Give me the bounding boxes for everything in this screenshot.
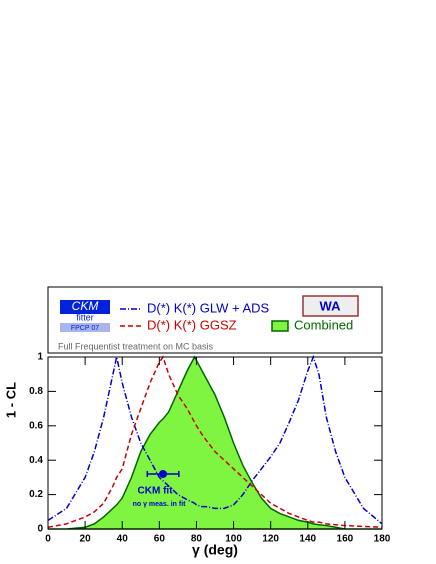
logo-title: CKM	[72, 299, 99, 313]
subtitle: Full Frequentist treatment on MC basis	[58, 341, 214, 351]
badge: WA	[320, 298, 342, 313]
logo-bottom	[60, 323, 110, 332]
area	[48, 355, 382, 530]
y-tick-label: 0.2	[29, 489, 43, 500]
y-tick-label: 0.4	[29, 455, 43, 466]
x-tick-label: 0	[45, 534, 51, 545]
plot-frame	[47, 356, 383, 530]
y-tick-label: 1	[37, 352, 43, 363]
point	[159, 469, 168, 478]
x-axis-label: γ (deg)	[192, 542, 238, 558]
x-tick-label: 180	[374, 534, 391, 545]
line	[47, 355, 383, 529]
x-tick-label: 140	[299, 534, 316, 545]
legend-label: D(*) K(*) GLW + ADS	[147, 300, 270, 315]
y-tick-label: 0.6	[29, 420, 43, 431]
logo-event: FPCP 07	[71, 325, 99, 332]
badge-box	[302, 295, 359, 317]
y-tick-label: 0	[37, 524, 43, 535]
logo-top	[60, 300, 110, 314]
legend-swatch	[271, 320, 289, 332]
legend-label: Combined	[294, 317, 353, 332]
x-tick-label: 40	[117, 534, 129, 545]
x-tick-label: 60	[154, 534, 166, 545]
x-tick-label: 160	[337, 534, 354, 545]
x-tick-label: 80	[191, 534, 203, 545]
point-label: CKM fit	[138, 486, 174, 497]
logo-subtitle: fitter	[76, 312, 94, 322]
x-tick-label: 100	[225, 534, 242, 545]
x-tick-label: 120	[262, 534, 279, 545]
legend-label: D(*) K(*) GGSZ	[147, 317, 237, 332]
y-tick-label: 0.8	[29, 386, 43, 397]
point-note: no γ meas. in fit	[133, 501, 187, 508]
y-axis-label: 1 - CL	[3, 382, 18, 418]
x-tick-label: 20	[80, 534, 92, 545]
line	[47, 354, 383, 525]
